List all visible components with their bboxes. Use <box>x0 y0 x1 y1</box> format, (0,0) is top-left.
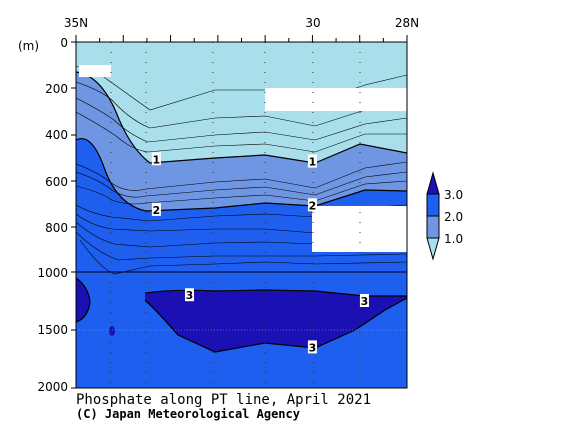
legend-label-1: 1.0 <box>444 232 463 246</box>
top-station-ticks <box>75 35 408 42</box>
contour-label-bg <box>307 340 317 354</box>
contour-label-text: 2 <box>309 199 317 212</box>
contour-label-text: 1 <box>153 153 161 166</box>
contour-label: 3 <box>184 288 194 302</box>
y-tick-800: 800 <box>45 221 68 235</box>
contour-label: 3 <box>359 294 369 308</box>
band-3-plus <box>145 290 407 352</box>
contour-label-text: 3 <box>309 341 317 354</box>
legend-label-3: 3.0 <box>444 188 463 202</box>
contour-fill-area <box>76 42 407 388</box>
y-ticks: 0 200 400 600 800 1000 1500 2000 <box>37 36 76 394</box>
legend-label-2: 2.0 <box>444 210 463 224</box>
band-3-plus-blob-small <box>109 326 115 336</box>
mask-rects <box>79 65 407 252</box>
contour-label-bg <box>307 154 317 168</box>
y-axis-unit: (m) <box>18 39 39 53</box>
y-tick-200: 200 <box>45 82 68 96</box>
y-tick-0: 0 <box>60 36 68 50</box>
band-0-1 <box>76 42 407 163</box>
x-tick-30: 30 <box>305 16 320 30</box>
x-tick-35n: 35N <box>64 16 88 30</box>
contour-label-bg <box>184 288 194 302</box>
y-tick-1000: 1000 <box>37 266 68 280</box>
y-tick-400: 400 <box>45 128 68 142</box>
y-tick-600: 600 <box>45 175 68 189</box>
contour-label: 1 <box>151 152 161 166</box>
y-tick-2000: 2000 <box>37 380 68 394</box>
contour-label-bg <box>307 198 317 212</box>
chart-credit: (C) Japan Meteorological Agency <box>76 407 300 421</box>
contour-label-text: 2 <box>153 204 161 217</box>
contour-labels: 1 1 2 2 3 3 3 <box>151 152 369 354</box>
legend-swatch-below-1 <box>426 237 440 261</box>
contour-label: 1 <box>307 154 317 169</box>
contour-label-text: 1 <box>309 156 317 169</box>
contour-label: 2 <box>307 198 317 212</box>
chart-title: Phosphate along PT line, April 2021 <box>76 392 371 408</box>
contour-label-bg <box>151 152 161 166</box>
y-tick-1500: 1500 <box>37 323 68 337</box>
legend-swatch-2-3 <box>426 193 440 217</box>
x-tick-28n: 28N <box>395 16 419 30</box>
contour-label-bg <box>359 294 369 307</box>
contour-label: 2 <box>151 202 161 217</box>
legend-colorbar: 3.0 2.0 1.0 <box>426 171 463 261</box>
contour-label-text: 3 <box>186 289 194 302</box>
legend-swatch-above-3 <box>426 171 440 195</box>
band-3-plus-blob-west <box>76 278 90 322</box>
contour-label-text: 3 <box>361 295 369 308</box>
contour-label: 3 <box>307 340 317 354</box>
legend-swatch-1-2 <box>426 215 440 239</box>
contour-label-bg <box>151 202 161 216</box>
